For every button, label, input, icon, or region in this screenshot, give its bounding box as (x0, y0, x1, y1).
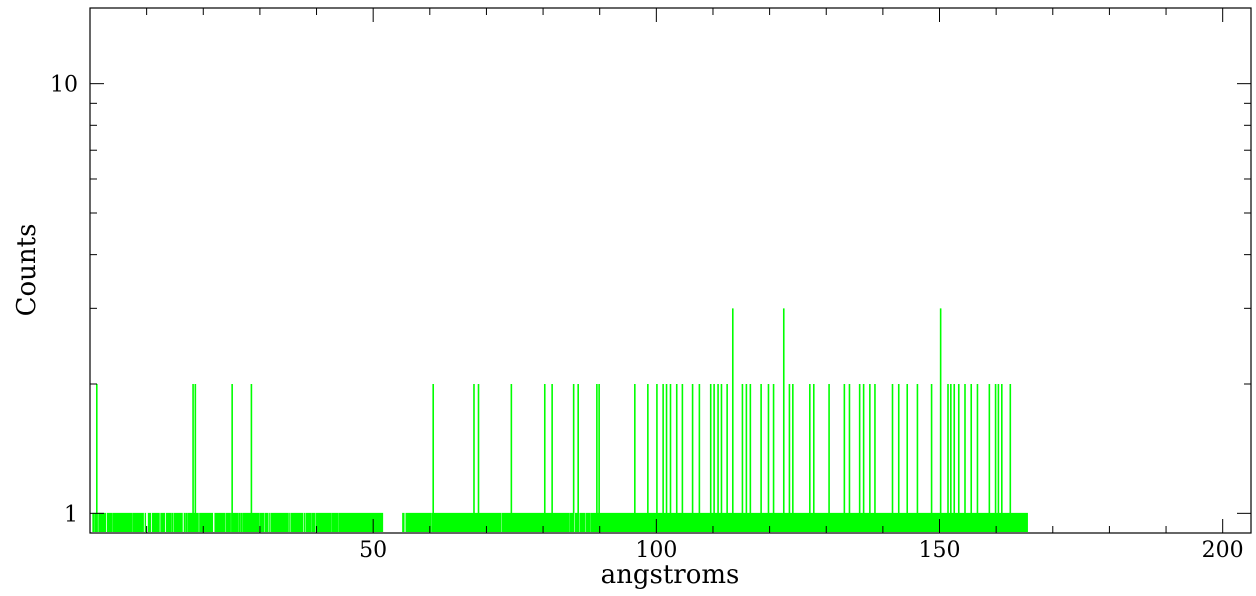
x-tick-label-50: 50 (359, 538, 387, 563)
series-baseline-bins (92, 512, 1028, 532)
y-axis-title: Counts (12, 224, 42, 317)
axes: 50 100 150 200 1 10 (50, 7, 1252, 563)
x-axis-title: angstroms (601, 560, 740, 590)
plot-frame (89, 7, 1252, 534)
x-tick-label-100: 100 (635, 538, 677, 563)
x-tick-label-200: 200 (1202, 538, 1244, 563)
plot-area (92, 308, 1028, 532)
x-tick-label-150: 150 (919, 538, 961, 563)
y-tick-label-1: 1 (64, 502, 78, 527)
y-tick-label-10: 10 (50, 73, 78, 98)
